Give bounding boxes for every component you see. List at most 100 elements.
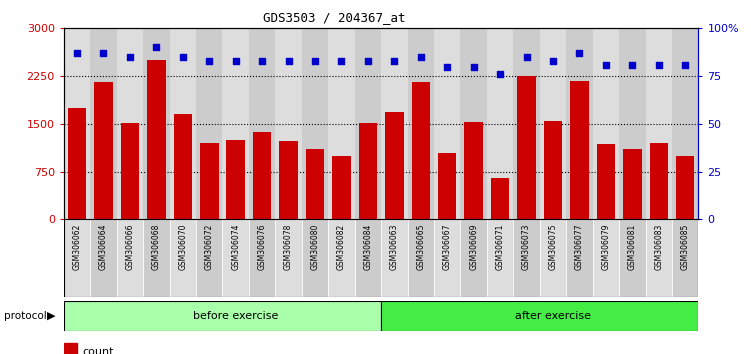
Bar — [328, 219, 354, 297]
Point — [494, 72, 506, 77]
Bar — [672, 28, 698, 219]
Point — [256, 58, 268, 64]
Bar — [514, 28, 540, 219]
Bar — [385, 113, 403, 219]
Text: GSM306085: GSM306085 — [680, 223, 689, 270]
Point — [547, 58, 559, 64]
Bar — [249, 219, 276, 297]
Bar — [434, 219, 460, 297]
Bar — [306, 149, 324, 219]
Bar — [302, 28, 328, 219]
Bar — [623, 149, 641, 219]
Point — [468, 64, 480, 69]
Bar — [408, 219, 434, 297]
Bar — [196, 28, 222, 219]
Point — [679, 62, 691, 68]
Text: GSM306081: GSM306081 — [628, 223, 637, 270]
Point — [204, 58, 216, 64]
Bar — [173, 114, 192, 219]
Text: GSM306064: GSM306064 — [99, 223, 108, 270]
Point — [124, 54, 136, 60]
Text: GSM306083: GSM306083 — [654, 223, 663, 270]
Bar — [253, 132, 271, 219]
Bar — [382, 28, 408, 219]
Point — [309, 58, 321, 64]
Bar — [491, 178, 509, 219]
Text: count: count — [83, 347, 114, 354]
Point — [626, 62, 638, 68]
Bar — [227, 140, 245, 219]
Bar — [116, 28, 143, 219]
Bar — [64, 301, 382, 331]
Bar — [566, 219, 593, 297]
Bar — [328, 28, 354, 219]
Bar — [646, 28, 672, 219]
Point — [574, 50, 586, 56]
Point — [362, 58, 374, 64]
Bar — [170, 28, 196, 219]
Bar — [64, 28, 90, 219]
Bar — [222, 219, 249, 297]
Bar — [646, 219, 672, 297]
Bar — [676, 156, 695, 219]
Point — [388, 58, 400, 64]
Bar — [121, 122, 139, 219]
Text: GSM306082: GSM306082 — [337, 223, 346, 270]
Bar — [143, 219, 170, 297]
Bar — [566, 28, 593, 219]
Text: GSM306079: GSM306079 — [602, 223, 611, 270]
Text: GDS3503 / 204367_at: GDS3503 / 204367_at — [263, 11, 406, 24]
Bar — [196, 219, 222, 297]
Point — [520, 54, 532, 60]
Bar — [90, 28, 116, 219]
Bar — [619, 219, 646, 297]
Text: GSM306067: GSM306067 — [443, 223, 452, 270]
Bar — [593, 219, 619, 297]
Text: GSM306070: GSM306070 — [178, 223, 187, 270]
Bar — [460, 28, 487, 219]
Text: GSM306063: GSM306063 — [390, 223, 399, 270]
Text: GSM306076: GSM306076 — [258, 223, 267, 270]
Bar — [143, 28, 170, 219]
Bar — [64, 219, 90, 297]
Bar — [672, 219, 698, 297]
Text: GSM306069: GSM306069 — [469, 223, 478, 270]
Text: GSM306068: GSM306068 — [152, 223, 161, 270]
Text: GSM306077: GSM306077 — [575, 223, 584, 270]
Point — [98, 50, 110, 56]
Bar — [170, 219, 196, 297]
Point — [282, 58, 294, 64]
Bar — [619, 28, 646, 219]
Text: after exercise: after exercise — [515, 311, 591, 321]
Bar — [222, 28, 249, 219]
Text: GSM306075: GSM306075 — [548, 223, 557, 270]
Bar — [570, 81, 589, 219]
Bar — [90, 219, 116, 297]
Bar — [464, 122, 483, 219]
Text: GSM306074: GSM306074 — [231, 223, 240, 270]
Text: GSM306072: GSM306072 — [205, 223, 214, 270]
Bar — [412, 82, 430, 219]
Bar — [408, 28, 434, 219]
Point — [150, 45, 162, 50]
Bar — [487, 219, 514, 297]
Bar — [279, 141, 298, 219]
Bar — [540, 219, 566, 297]
Text: GSM306062: GSM306062 — [73, 223, 82, 270]
Point — [71, 50, 83, 56]
Bar — [64, 343, 77, 354]
Text: GSM306084: GSM306084 — [363, 223, 372, 270]
Bar — [94, 82, 113, 219]
Bar — [276, 28, 302, 219]
Bar — [354, 219, 382, 297]
Bar — [147, 60, 166, 219]
Bar — [540, 28, 566, 219]
Bar — [517, 76, 535, 219]
Text: GSM306066: GSM306066 — [125, 223, 134, 270]
Bar — [332, 156, 351, 219]
Bar — [593, 28, 619, 219]
Point — [336, 58, 348, 64]
Bar — [200, 143, 219, 219]
Bar — [302, 219, 328, 297]
Text: GSM306073: GSM306073 — [522, 223, 531, 270]
